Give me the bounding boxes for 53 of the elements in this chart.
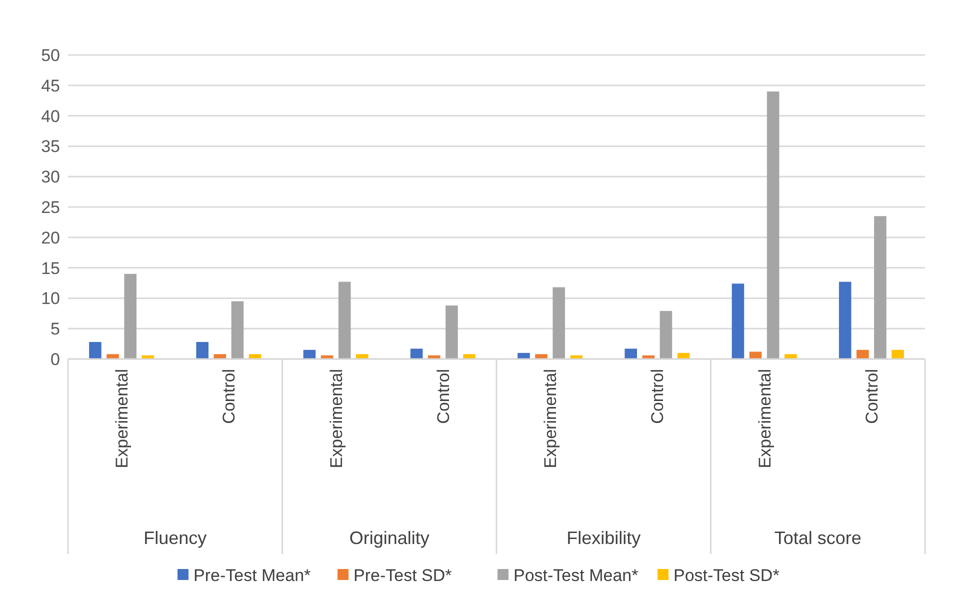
legend-label: Post-Test SD* [674, 566, 780, 585]
legend-label: Pre-Test SD* [354, 566, 452, 585]
legend-label: Pre-Test Mean* [194, 566, 312, 585]
y-tick-label: 15 [41, 258, 60, 278]
y-tick-label: 50 [41, 46, 60, 65]
bar [410, 348, 423, 359]
y-tick-label: 35 [41, 137, 60, 156]
bar [518, 352, 530, 359]
bar [338, 282, 351, 359]
text: Originality [349, 528, 430, 548]
bar [892, 350, 904, 359]
bar [248, 354, 262, 359]
text: Flexibility [566, 528, 641, 548]
bar [535, 354, 548, 359]
x-tick-label: Control [648, 369, 668, 424]
y-tick-label: 45 [41, 76, 60, 96]
x-tick-label: Experimental [326, 369, 346, 468]
bar [356, 354, 368, 359]
bar [196, 342, 208, 359]
y-tick-label: 40 [41, 106, 60, 126]
bar [624, 348, 637, 359]
bar [89, 342, 102, 359]
bar [552, 287, 565, 359]
bar [231, 301, 244, 359]
x-tick-label: Control [220, 369, 239, 424]
x-tick-label: Experimental [755, 369, 774, 468]
legend-label: Post-Test Mean* [514, 566, 639, 585]
y-tick-label: 10 [41, 289, 60, 308]
x-tick-label: Experimental [541, 369, 560, 468]
y-tick-label: 0 [50, 350, 60, 369]
bar [749, 352, 762, 359]
bar [732, 284, 744, 359]
y-tick-label: 25 [41, 198, 60, 217]
x-tick-label: Control [862, 369, 882, 424]
y-tick-label: 20 [41, 228, 60, 248]
bar [106, 354, 119, 359]
bar [838, 282, 852, 359]
bar [463, 354, 476, 359]
x-tick-label: Control [434, 369, 453, 424]
bar [856, 350, 869, 359]
bar [784, 354, 797, 359]
bar [766, 91, 780, 359]
text: Fluency [144, 528, 207, 548]
bar [303, 350, 316, 359]
text: Total score [774, 528, 862, 548]
y-tick-label: 5 [50, 320, 60, 339]
bar [660, 310, 672, 359]
bar [446, 305, 458, 359]
bar [124, 274, 136, 359]
bar [874, 216, 886, 359]
x-tick-label: Experimental [112, 369, 132, 468]
y-tick-label: 30 [41, 168, 60, 187]
bar [214, 354, 226, 359]
